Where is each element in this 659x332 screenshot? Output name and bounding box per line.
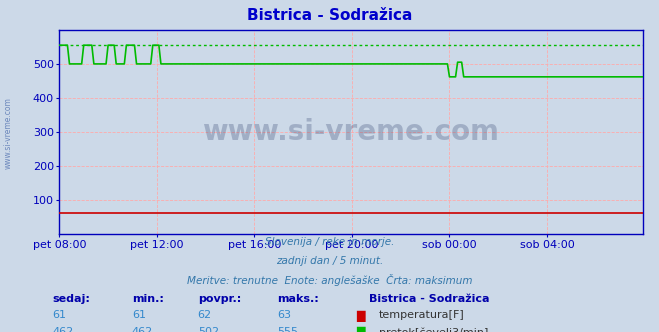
- Text: 462: 462: [53, 327, 74, 332]
- Text: sedaj:: sedaj:: [53, 294, 90, 304]
- Text: 462: 462: [132, 327, 153, 332]
- Text: pretok[čevelj3/min]: pretok[čevelj3/min]: [379, 327, 488, 332]
- Text: 555: 555: [277, 327, 298, 332]
- Text: www.si-vreme.com: www.si-vreme.com: [202, 118, 500, 146]
- Text: povpr.:: povpr.:: [198, 294, 241, 304]
- Text: █: █: [356, 310, 364, 322]
- Text: Bistrica - Sodražica: Bistrica - Sodražica: [369, 294, 490, 304]
- Text: temperatura[F]: temperatura[F]: [379, 310, 465, 320]
- Text: 61: 61: [53, 310, 67, 320]
- Text: 61: 61: [132, 310, 146, 320]
- Text: zadnji dan / 5 minut.: zadnji dan / 5 minut.: [276, 256, 383, 266]
- Text: 63: 63: [277, 310, 291, 320]
- Text: █: █: [356, 327, 364, 332]
- Text: Meritve: trenutne  Enote: anglešaške  Črta: maksimum: Meritve: trenutne Enote: anglešaške Črta…: [186, 274, 473, 286]
- Text: Bistrica - Sodražica: Bistrica - Sodražica: [247, 8, 412, 23]
- Text: min.:: min.:: [132, 294, 163, 304]
- Text: 62: 62: [198, 310, 212, 320]
- Text: maks.:: maks.:: [277, 294, 318, 304]
- Text: Slovenija / reke in morje.: Slovenija / reke in morje.: [265, 237, 394, 247]
- Text: www.si-vreme.com: www.si-vreme.com: [3, 97, 13, 169]
- Text: 502: 502: [198, 327, 219, 332]
